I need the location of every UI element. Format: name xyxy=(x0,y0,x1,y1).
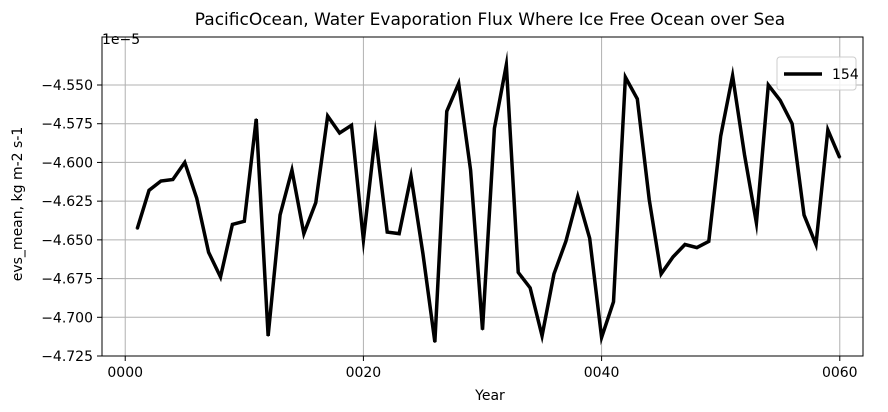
data-point xyxy=(219,276,222,278)
y-tick-label: −4.550 xyxy=(41,78,93,94)
data-point xyxy=(326,115,329,117)
x-tick-label: 0040 xyxy=(584,365,620,381)
data-point xyxy=(767,84,770,86)
data-point xyxy=(755,222,758,224)
series-line-154 xyxy=(135,50,842,346)
data-point xyxy=(684,243,686,246)
data-point xyxy=(648,198,651,201)
data-point xyxy=(172,178,174,181)
data-point xyxy=(398,232,400,235)
y-tick-label: −4.600 xyxy=(41,155,93,171)
x-tick-label: 0020 xyxy=(346,365,382,381)
x-tick-label: 0060 xyxy=(822,365,858,381)
data-point xyxy=(565,240,567,243)
data-point xyxy=(541,335,543,337)
y-axis-ticks: −4.725 −4.700 −4.675 −4.650 −4.625 −4.600 −4.5… xyxy=(41,78,102,365)
data-point xyxy=(481,328,484,331)
data-point xyxy=(279,214,281,216)
x-tick-label: 0000 xyxy=(107,365,143,381)
data-point xyxy=(434,341,436,343)
y-tick-label: −4.725 xyxy=(41,349,93,365)
data-point xyxy=(529,287,531,289)
data-point xyxy=(469,169,472,171)
data-point xyxy=(624,76,627,79)
y-tick-label: −4.700 xyxy=(41,310,93,326)
data-point xyxy=(148,189,150,192)
data-point xyxy=(445,110,448,113)
data-point xyxy=(838,156,841,159)
y-tick-label: −4.650 xyxy=(41,233,93,249)
y-tick-label: −4.675 xyxy=(41,272,93,288)
data-point xyxy=(386,231,389,233)
data-point xyxy=(588,237,591,240)
x-axis-label: Year xyxy=(474,388,505,404)
y-tick-label: −4.625 xyxy=(41,194,93,210)
data-point xyxy=(719,135,722,137)
data-point xyxy=(422,252,424,255)
data-point xyxy=(636,98,639,100)
data-point xyxy=(791,122,793,125)
data-point xyxy=(803,214,805,216)
data-point xyxy=(457,82,460,85)
data-point xyxy=(207,251,210,254)
y-axis-label: evs_mean, kg m-2 s-1 xyxy=(10,127,26,282)
data-point xyxy=(743,153,746,156)
y-tick-label: −4.575 xyxy=(41,117,93,133)
data-point xyxy=(362,239,365,241)
legend-label: 154 xyxy=(832,67,859,83)
data-point xyxy=(410,175,412,178)
data-point xyxy=(231,223,234,226)
data-point xyxy=(493,127,496,130)
data-point xyxy=(517,271,520,274)
plot-frame xyxy=(101,36,864,357)
data-point xyxy=(660,273,662,275)
data-point xyxy=(696,246,698,249)
data-point xyxy=(612,301,615,303)
data-point xyxy=(374,133,377,136)
data-point xyxy=(600,336,603,339)
y-offset-label: 1e−5 xyxy=(102,32,140,48)
chart-title: PacificOcean, Water Evaporation Flux Whe… xyxy=(195,10,785,30)
data-point xyxy=(815,243,817,246)
data-point xyxy=(255,118,258,120)
data-point xyxy=(576,195,579,198)
data-point xyxy=(291,169,293,171)
data-point xyxy=(267,335,269,337)
data-point xyxy=(350,124,353,127)
data-point xyxy=(243,220,246,223)
data-point xyxy=(160,180,162,182)
legend: 154 xyxy=(776,56,859,91)
data-point xyxy=(195,197,198,199)
series-lines xyxy=(135,50,842,346)
data-point xyxy=(303,232,305,235)
data-point xyxy=(505,64,508,66)
data-point xyxy=(136,228,138,230)
x-axis-ticks: 0000 0020 0040 0060 xyxy=(107,356,858,381)
data-point xyxy=(553,273,555,275)
data-point xyxy=(731,74,734,77)
data-point xyxy=(183,161,186,164)
data-point xyxy=(707,240,710,243)
data-point xyxy=(338,132,341,134)
data-point xyxy=(672,256,674,258)
data-point xyxy=(827,129,829,131)
data-point xyxy=(779,99,782,102)
data-point xyxy=(314,201,317,204)
